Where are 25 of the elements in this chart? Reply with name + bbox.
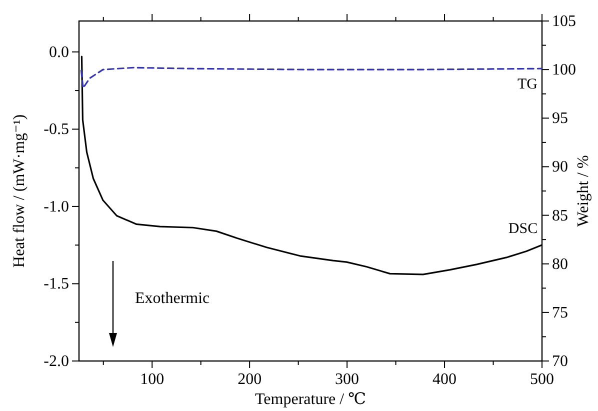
x-tick-label: 100 xyxy=(140,371,164,388)
y2-tick-label: 80 xyxy=(552,256,568,273)
y2-tick-label: 100 xyxy=(552,62,576,79)
x-tick-label: 200 xyxy=(238,371,262,388)
y2-tick-label: 90 xyxy=(552,158,568,176)
series-label: DSC xyxy=(508,221,538,238)
y2-tick-label: 75 xyxy=(552,304,568,322)
y2-tick-label: 85 xyxy=(552,207,568,224)
y2-tick-label: 95 xyxy=(552,110,568,128)
y2-tick-label: 70 xyxy=(552,353,568,370)
y-tick-label: -1.5 xyxy=(44,276,69,293)
y2-axis-title: Weight / % xyxy=(575,155,592,227)
x-tick-label: 300 xyxy=(335,371,360,388)
annotation: Exothermic xyxy=(135,290,210,307)
y-tick-label: -2.0 xyxy=(44,353,69,370)
y2-tick-label: 105 xyxy=(552,13,576,30)
x-axis-title: Temperature / ℃ xyxy=(255,391,366,408)
x-tick-label: 500 xyxy=(530,371,554,388)
x-tick-label: 400 xyxy=(432,371,457,388)
y-tick-label: 0.0 xyxy=(49,44,69,61)
y-tick-label: -1.0 xyxy=(44,198,69,216)
y-axis-title: Heat flow / (mW·mg⁻¹) xyxy=(11,114,28,268)
line-series xyxy=(80,66,542,89)
series-label: TG xyxy=(518,76,538,93)
y-tick-label: -0.5 xyxy=(44,121,69,138)
